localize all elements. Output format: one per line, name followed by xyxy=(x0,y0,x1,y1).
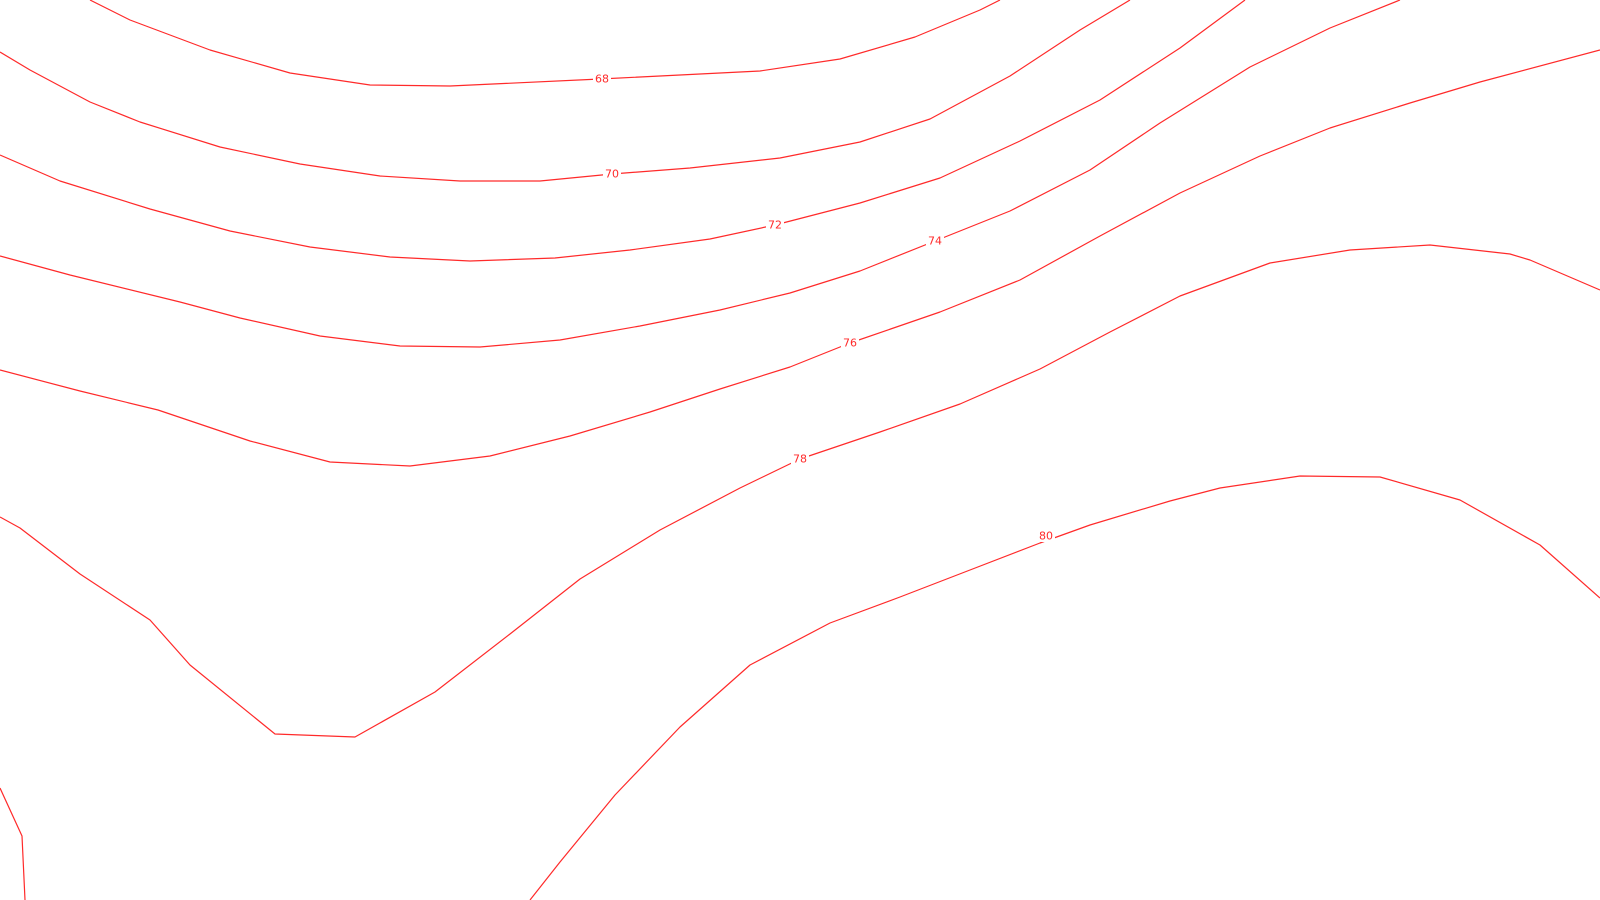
contour-label-bg-76 xyxy=(841,337,859,349)
contour-label-bg-68 xyxy=(593,73,611,85)
contour-label-bg-78 xyxy=(791,453,809,465)
contour-label-80: 80 xyxy=(1039,530,1053,543)
contour-label-bg-74 xyxy=(926,235,944,247)
contour-line-76 xyxy=(0,49,1600,467)
contour-label-70: 70 xyxy=(605,168,619,181)
contour-labels-group: 68 70 72 74 76 78 80 xyxy=(593,73,1055,543)
contour-label-bg-72 xyxy=(766,219,784,231)
contour-label-68: 68 xyxy=(595,73,609,86)
contour-line-80 xyxy=(529,475,1600,900)
contour-line-82 xyxy=(0,787,26,900)
contour-line-78 xyxy=(0,244,1600,738)
contour-label-76: 76 xyxy=(843,337,857,350)
contour-label-bg-80 xyxy=(1037,530,1055,542)
contour-label-bg-70 xyxy=(603,168,621,180)
contour-line-68 xyxy=(89,0,1001,87)
contour-line-72 xyxy=(0,0,1246,262)
contour-line-74 xyxy=(0,0,1401,348)
contour-label-74: 74 xyxy=(928,235,942,248)
contour-line-70 xyxy=(0,0,1131,182)
contour-label-78: 78 xyxy=(793,453,807,466)
contour-label-72: 72 xyxy=(768,219,782,232)
